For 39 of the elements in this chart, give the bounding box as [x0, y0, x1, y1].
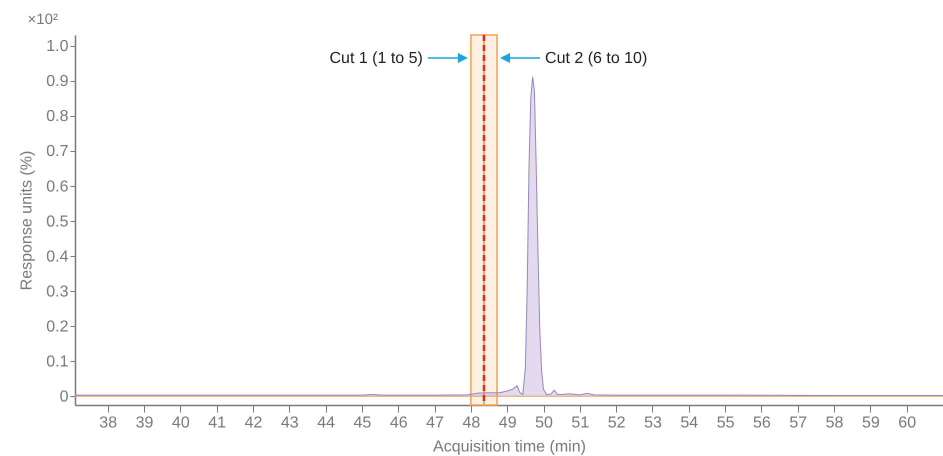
y-axis-title: Response units (%) [18, 150, 36, 290]
x-tick-label: 43 [280, 414, 299, 432]
y-tick-label: 0.8 [46, 108, 69, 126]
x-tick-label: 42 [244, 414, 262, 432]
x-tick-label: 47 [426, 414, 444, 432]
x-tick-label: 50 [535, 414, 553, 432]
y-tick-label: 1.0 [46, 38, 69, 56]
text: ×10² [28, 11, 58, 28]
x-tick-label: 53 [644, 414, 662, 432]
x-axis-title: Acquisition time (min) [433, 438, 586, 456]
x-tick-label: 59 [862, 414, 880, 432]
x-tick-label: 54 [680, 414, 698, 432]
x-tick-label: 38 [99, 414, 118, 432]
y-tick-label: 0.1 [46, 354, 69, 371]
x-tick-label: 48 [462, 414, 480, 432]
y-tick-label: 0.6 [46, 178, 69, 196]
y-tick-label: 0.3 [46, 284, 69, 301]
x-tick-label: 46 [390, 414, 408, 432]
x-tick-label: 55 [716, 414, 735, 432]
x-tick-label: 41 [208, 414, 226, 432]
x-tick-label: 52 [608, 414, 626, 432]
band-label: Cut 1 (1 to 5) [329, 50, 423, 67]
x-tick-label: 44 [317, 414, 336, 432]
band-label: Cut 2 (6 to 10) [545, 50, 648, 67]
x-tick-label: 39 [136, 414, 154, 432]
x-tick-label: 45 [354, 414, 372, 432]
x-tick-label: 56 [753, 414, 771, 432]
y-tick-label: 0.9 [46, 73, 69, 90]
x-tick-label: 58 [826, 414, 844, 432]
x-tick-label: 57 [789, 414, 808, 432]
x-tick-label: 40 [172, 414, 190, 432]
x-tick-label: 51 [571, 414, 590, 432]
y-tick-label: 0.4 [46, 248, 69, 266]
y-tick-label: 0.5 [46, 213, 69, 230]
y-tick-label: 0 [60, 388, 69, 406]
y-tick-label: 0.2 [46, 318, 69, 336]
x-tick-label: 49 [498, 414, 517, 432]
y-tick-label: 0.7 [46, 143, 69, 160]
x-tick-label: 60 [898, 414, 916, 432]
